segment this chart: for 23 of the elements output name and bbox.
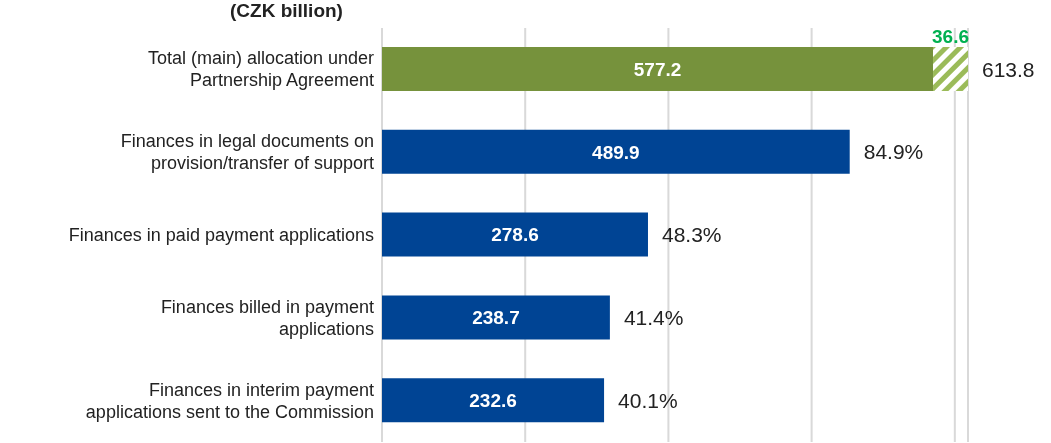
data-label: 36.6 — [932, 26, 970, 47]
bar — [382, 47, 934, 91]
annotation: 40.1% — [618, 388, 678, 412]
y-tick-label: Finances in interim payment applications sent to the Commission — [85, 379, 374, 422]
bar — [933, 47, 968, 91]
y-tick-label: Finances billed in payment applications — [160, 296, 374, 339]
data-label: 238.7 — [472, 307, 520, 329]
data-label: 577.2 — [633, 58, 682, 80]
bar — [382, 129, 850, 174]
chart-title: (CZK billion) — [230, 0, 343, 22]
total-label: 613.8 — [982, 57, 1035, 81]
data-label: 489.9 — [592, 141, 640, 163]
y-tick-label: Total (main) allocation under Partnership Agreement — [147, 48, 374, 91]
bar — [382, 212, 648, 257]
bar — [382, 378, 605, 423]
data-label: 278.6 — [491, 224, 539, 246]
annotation: 48.3% — [661, 223, 722, 247]
y-tick-label: Finances in paid payment applications — [68, 225, 374, 245]
y-tick-label: Finances in legal documents on provision/transfer of support — [120, 131, 374, 174]
bar — [382, 295, 610, 340]
data-label: 232.6 — [469, 389, 517, 411]
annotation: 41.4% — [623, 305, 684, 329]
annotation: 84.9% — [863, 140, 924, 164]
